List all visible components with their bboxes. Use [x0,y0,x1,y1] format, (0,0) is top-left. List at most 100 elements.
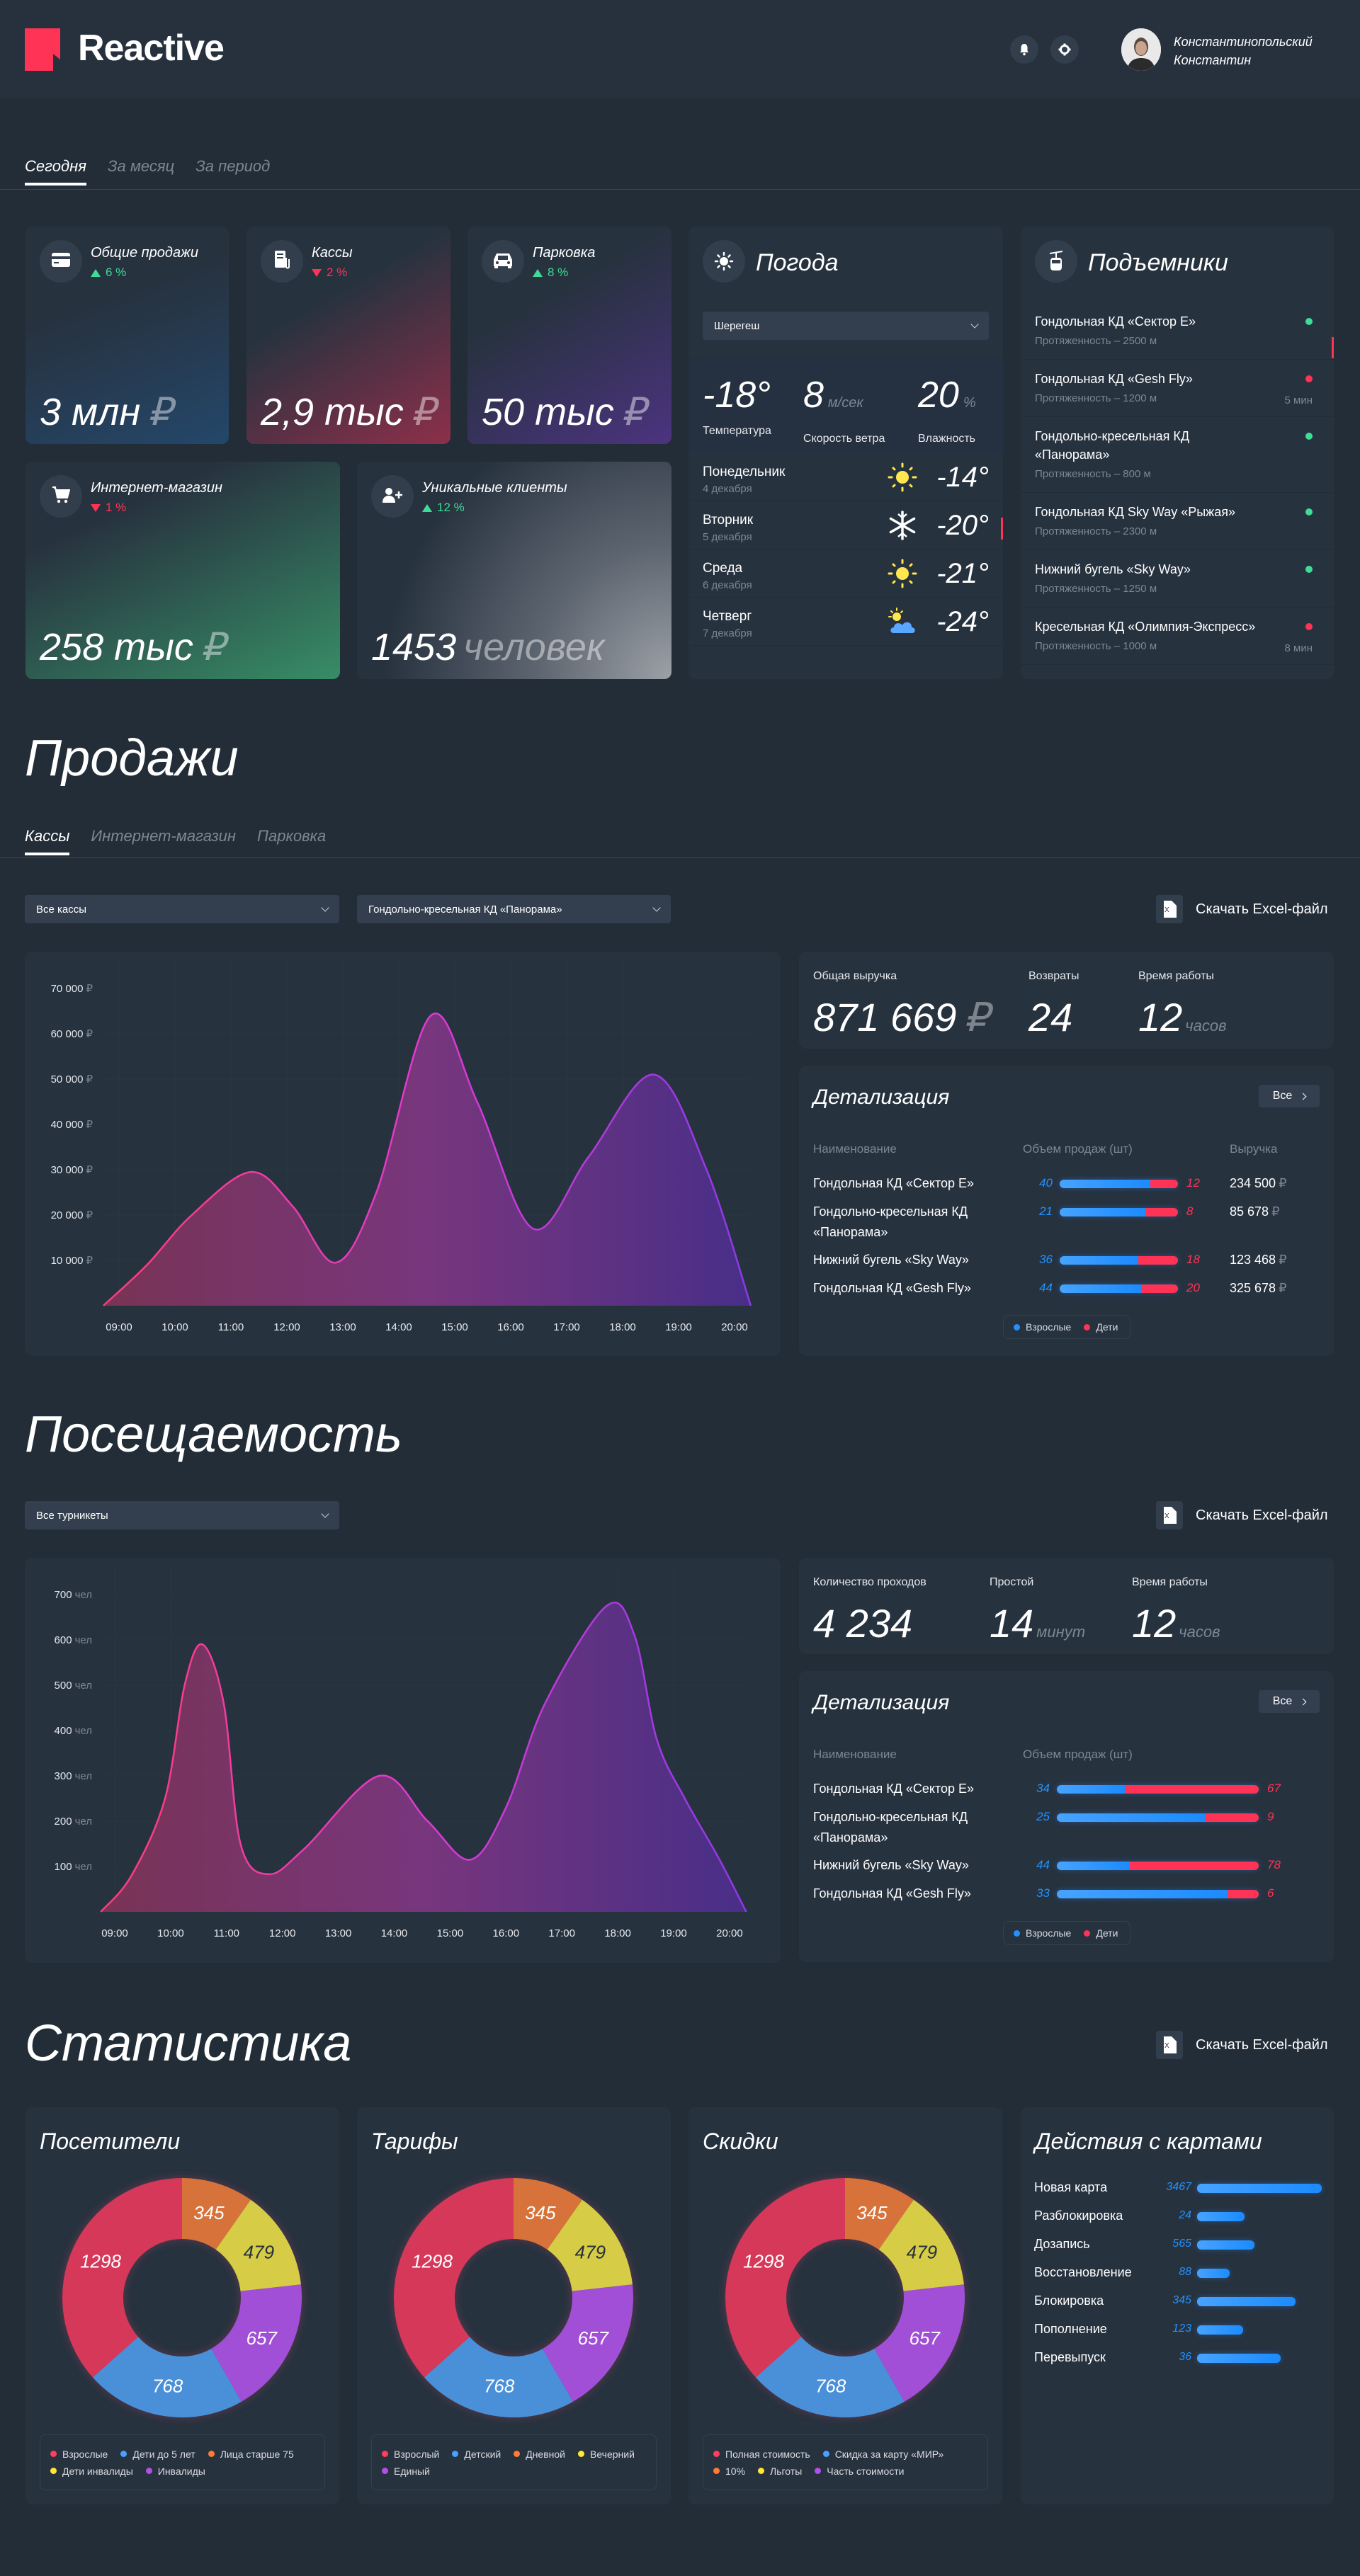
summary-stat: Общая выручка 871 669 ₽ [813,970,989,1041]
tab-period_tabs-0[interactable]: Сегодня [25,157,86,186]
card-action-count: 123 [1172,2323,1191,2335]
show-all-button[interactable]: Все [1259,1085,1320,1107]
kids-count: 12 [1186,1176,1200,1190]
legend-item: Дети инвалиды [50,2466,133,2477]
card-action-bar [1197,2354,1281,2363]
y-tick-unit: ₽ [86,1119,93,1131]
location-select[interactable]: Шерегеш [703,312,989,340]
gear-icon [1058,43,1071,56]
forecast-row: Среда 6 декабря -21° [688,549,1003,598]
donut-title: Посетители [40,2128,181,2154]
legend-item: Полная стоимость [713,2449,810,2460]
y-tick-label: 400 чел [55,1725,92,1737]
kpi-icon-badge [40,240,82,283]
kids-count: 20 [1186,1281,1200,1294]
slice-label: 1298 [743,2250,784,2272]
lift-item[interactable]: Гондольная КД «Сектор Е» Протяженность – … [1021,302,1334,360]
cart-icon [52,486,71,508]
summary-stat: Возвраты 24 [1028,970,1080,1040]
lift-item[interactable]: Гондольно-кресельная КД «Панорама» Протяж… [1021,417,1334,493]
card-action-label: Новая карта [1034,2180,1108,2194]
y-tick-unit: чел [75,1816,92,1828]
tabs-divider [0,189,1360,190]
legend-dot [514,2451,521,2457]
attendance-excel-download-button[interactable]: X Скачать Excel-файл [1156,1501,1328,1529]
tab-sales.tabs-1[interactable]: Интернет-магазин [91,827,237,845]
lift-item[interactable]: Гондольная КД Sky Way «Рыжая» Протяженнос… [1021,493,1334,550]
kids-bar-segment [1228,1890,1259,1898]
kids-count: 67 [1267,1782,1281,1795]
sales-split-bar [1060,1180,1178,1188]
lift-item[interactable]: Гондольная КД «Gesh Fly» Протяженность – … [1021,360,1334,417]
summary-value: 12 часов [1138,994,1227,1040]
lift-item[interactable]: Кресельная КД «Олимпия-Экспресс» Протяжен… [1021,608,1334,665]
revenue-currency: ₽ [1279,1253,1287,1267]
lift-status-dot [1305,623,1313,630]
legend-label: Льготы [770,2465,803,2477]
lift-item[interactable]: Нижний бугель «Sky Way» Протяженность – 1… [1021,550,1334,608]
summary-label: Общая выручка [813,970,897,982]
excel-file-icon: X [1156,895,1183,923]
summary-number: 12 [1138,995,1183,1039]
x-tick-label: 16:00 [497,1321,524,1333]
lifts-scrollbar[interactable] [1332,337,1334,358]
summary-label: Количество проходов [813,1576,926,1588]
column-header: Объем продаж (шт) [1023,1748,1133,1761]
x-tick-label: 10:00 [162,1321,188,1333]
sales-excel-download-button[interactable]: X Скачать Excel-файл [1156,895,1328,923]
tab-period_tabs-2[interactable]: За период [196,157,271,175]
adults-count: 36 [1039,1253,1053,1266]
y-tick-value: 700 [55,1589,72,1601]
notifications-button[interactable] [1010,35,1038,64]
detail-title: Детализация [813,1691,950,1714]
donut-title: Тарифы [371,2128,458,2154]
y-tick-unit: чел [75,1680,92,1692]
adults-count: 34 [1036,1782,1050,1795]
legend-label: Вечерний [590,2448,635,2460]
legend-dot [1014,1930,1020,1937]
forecast-scrollbar[interactable] [1001,518,1003,540]
kpi-value-unit: ₽ [147,391,172,433]
donut-slice [845,2178,914,2250]
cashdesk-filter-select[interactable]: Все кассы [25,895,339,923]
user-name[interactable]: Константинопольский Константин [1174,33,1313,69]
lift-status-dot [1305,375,1313,382]
lift-name: Кресельная КД «Олимпия-Экспресс» [1035,620,1256,634]
card-action-bar [1197,2184,1322,2193]
lift-filter-select[interactable]: Гондольно-кресельная КД «Панорама» [357,895,671,923]
statistics-excel-download-button[interactable]: X Скачать Excel-файл [1156,2031,1328,2059]
legend-label: Взрослые [62,2448,108,2460]
svg-text:X: X [1164,906,1169,914]
lift-filter-value: Гондольно-кресельная КД «Панорама» [368,903,562,916]
legend-label: Дети инвалиды [62,2465,133,2477]
settings-button[interactable] [1050,35,1079,64]
donut-slice [394,2178,514,2378]
kpi-change: 1 % [91,501,126,515]
adults-bar-segment [1057,1890,1228,1898]
x-tick-label: 19:00 [660,1927,687,1939]
tab-sales.tabs-2[interactable]: Парковка [257,827,327,845]
excel-download-label: Скачать Excel-файл [1196,1507,1328,1523]
turnstile-filter-select[interactable]: Все турникеты [25,1501,339,1529]
summary-unit: минут [1036,1623,1086,1641]
lift-downtime: 8 мин [1284,642,1313,654]
x-tick-label: 13:00 [329,1321,356,1333]
show-all-button[interactable]: Все [1259,1690,1320,1713]
tab-sales.tabs-0[interactable]: Кассы [25,827,70,855]
x-tick-label: 13:00 [325,1927,352,1939]
legend-dot [713,2468,720,2474]
cashdesk-filter-value: Все кассы [36,903,87,916]
donut-slice [424,2337,573,2417]
adults-bar-segment [1060,1256,1139,1265]
tab-period_tabs-1[interactable]: За месяц [107,157,175,175]
sales-split-bar [1060,1256,1178,1265]
x-tick-label: 20:00 [721,1321,748,1333]
donut-legend: Взрослый Детский Дневной Вечерний Единый [371,2434,657,2490]
slice-label: 345 [856,2202,888,2223]
x-tick-label: 09:00 [106,1321,132,1333]
lifts-icon-badge [1035,240,1077,283]
detail-revenue: 85 678 ₽ [1230,1202,1280,1222]
lift-status-dot [1305,566,1313,573]
user-avatar[interactable] [1121,28,1161,71]
kids-bar-segment [1138,1256,1178,1265]
